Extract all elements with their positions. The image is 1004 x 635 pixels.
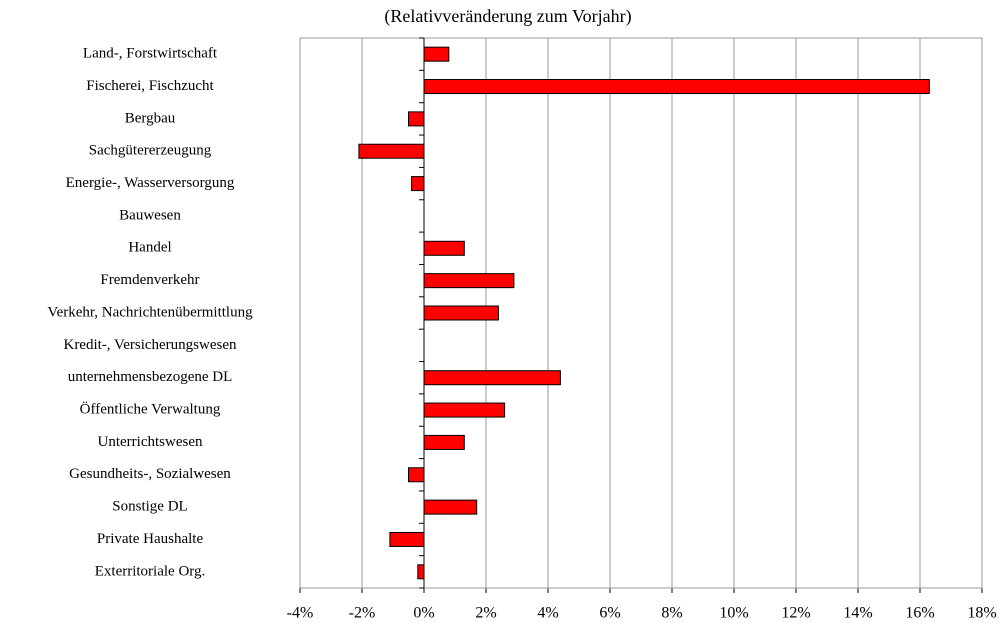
bar bbox=[423, 402, 506, 418]
y-tick-label: Gesundheits-, Sozialwesen bbox=[69, 466, 231, 482]
bar bbox=[423, 273, 515, 289]
y-tick-label: Land-, Forstwirtschaft bbox=[83, 46, 218, 62]
y-tick-label: Exterritoriale Org. bbox=[95, 563, 206, 579]
x-tick-label: 6% bbox=[599, 605, 620, 622]
x-tick-label: 12% bbox=[781, 605, 810, 622]
bar bbox=[389, 531, 425, 547]
bar bbox=[423, 434, 465, 450]
x-tick-label: -4% bbox=[287, 605, 314, 622]
y-tick-label: Fischerei, Fischzucht bbox=[86, 78, 214, 94]
y-tick-label: Öffentliche Verwaltung bbox=[80, 400, 221, 417]
x-tick-label: 0% bbox=[413, 605, 434, 622]
bar bbox=[423, 79, 930, 95]
x-tick-label: 4% bbox=[537, 605, 558, 622]
chart-title: (Relativveränderung zum Vorjahr) bbox=[384, 6, 631, 27]
bar bbox=[358, 143, 425, 159]
bar bbox=[408, 467, 425, 483]
bar bbox=[411, 176, 425, 192]
y-tick-label: Verkehr, Nachrichtenübermittlung bbox=[47, 304, 253, 320]
y-tick-label: Energie-, Wasserversorgung bbox=[66, 175, 235, 191]
y-tick-label: Sonstige DL bbox=[112, 499, 187, 515]
x-tick-label: -2% bbox=[349, 605, 376, 622]
bar bbox=[417, 564, 425, 580]
y-tick-label: Unterrichtswesen bbox=[98, 434, 203, 450]
x-tick-label: 14% bbox=[843, 605, 872, 622]
x-tick-label: 16% bbox=[905, 605, 934, 622]
y-tick-label: unternehmensbezogene DL bbox=[68, 369, 233, 385]
y-tick-label: Private Haushalte bbox=[97, 531, 204, 547]
y-tick-label: Fremdenverkehr bbox=[100, 272, 199, 288]
bar bbox=[423, 46, 450, 62]
y-tick-label: Bauwesen bbox=[119, 207, 181, 223]
bar bbox=[423, 370, 561, 386]
x-tick-label: 18% bbox=[967, 605, 996, 622]
x-tick-label: 10% bbox=[719, 605, 748, 622]
bar bbox=[423, 305, 499, 321]
y-tick-label: Handel bbox=[128, 240, 171, 256]
y-tick-label: Bergbau bbox=[125, 110, 176, 126]
y-tick-label: Kredit-, Versicherungswesen bbox=[63, 337, 237, 353]
bar bbox=[423, 499, 478, 515]
bar bbox=[408, 111, 425, 127]
x-tick-label: 2% bbox=[475, 605, 496, 622]
plot-border bbox=[299, 37, 983, 589]
x-tick-label: 8% bbox=[661, 605, 682, 622]
bar bbox=[423, 240, 465, 256]
y-tick-label: Sachgütererzeugung bbox=[89, 143, 212, 159]
